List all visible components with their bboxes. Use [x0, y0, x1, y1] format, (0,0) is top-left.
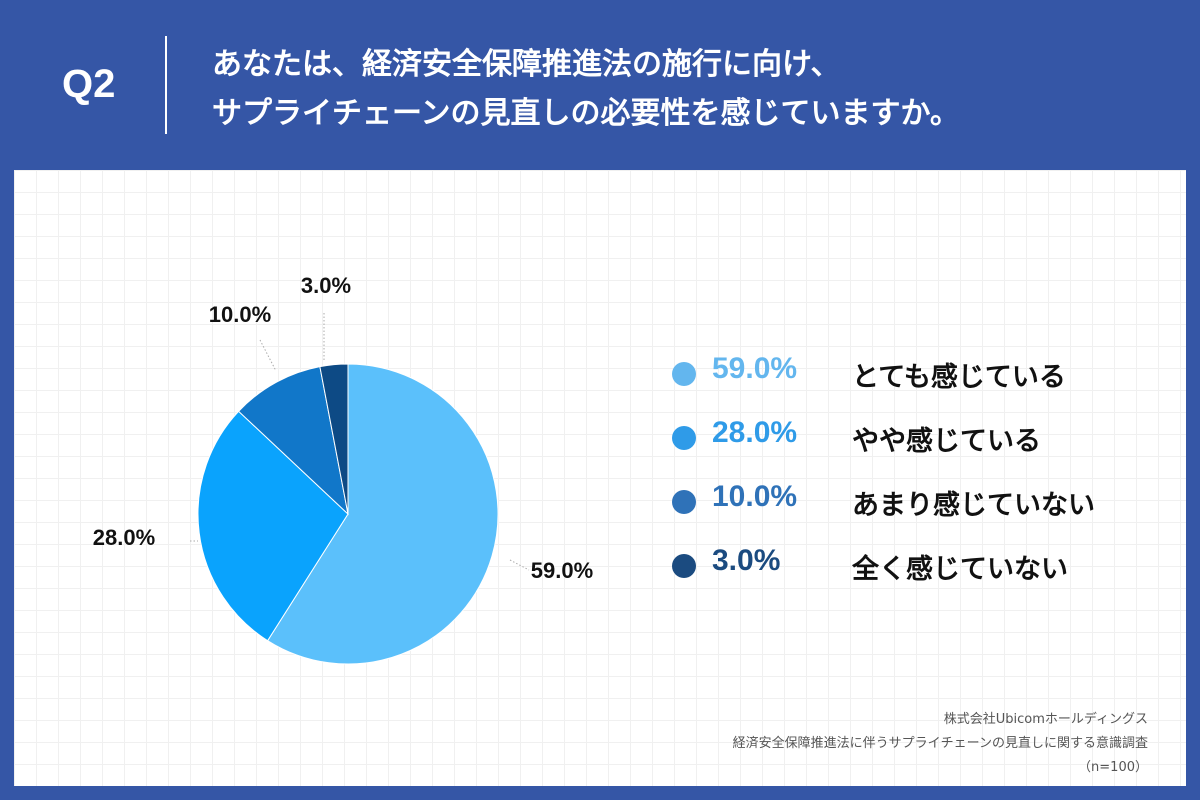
- pie-chart: 59.0% 28.0% 10.0% 3.0%: [93, 273, 593, 665]
- data-label: 3.0%: [301, 273, 351, 298]
- data-label: 28.0%: [93, 525, 155, 550]
- legend-dot-icon: [672, 554, 696, 578]
- legend-item: 28.0% やや感じている: [672, 414, 1152, 478]
- pie-slice: [266, 363, 499, 665]
- question-title-line-1: あなたは、経済安全保障推進法の施行に向け、: [212, 47, 841, 82]
- leader-line: [509, 559, 530, 571]
- legend-item: 3.0% 全く感じていない: [672, 542, 1152, 606]
- source-company: 株式会社Ubicomホールディングス: [943, 712, 1148, 727]
- question-title-line-2: サプライチェーンの見直しの必要性を感じていますか。: [212, 96, 960, 131]
- legend-item: 10.0% あまり感じていない: [672, 478, 1152, 542]
- leader-line: [259, 339, 277, 372]
- legend-value: 28.0%: [712, 416, 798, 449]
- source-sample-size: （n=100）: [1078, 760, 1148, 775]
- legend-value: 59.0%: [712, 352, 798, 385]
- source-survey-name: 経済安全保障推進法に伴うサプライチェーンの見直しに関する意識調査: [732, 736, 1148, 751]
- pie-slice: [319, 363, 349, 515]
- legend-label: やや感じている: [852, 426, 1041, 457]
- question-number: Q2: [62, 62, 116, 106]
- legend-item: 59.0% とても感じている: [672, 350, 1152, 414]
- legend-dot-icon: [672, 426, 696, 450]
- data-label: 59.0%: [531, 558, 593, 583]
- pie-slice: [237, 366, 349, 516]
- legend-value: 10.0%: [712, 480, 798, 513]
- header-divider: [165, 36, 167, 134]
- legend-value: 3.0%: [712, 544, 781, 577]
- legend-label: とても感じている: [852, 362, 1066, 393]
- legend-label: 全く感じていない: [852, 554, 1068, 585]
- legend-dot-icon: [672, 362, 696, 386]
- legend: 59.0% とても感じている 28.0% やや感じている 10.0% あまり感じ…: [672, 350, 1152, 606]
- question-title: あなたは、経済安全保障推進法の施行に向け、 サプライチェーンの見直しの必要性を感…: [212, 40, 960, 138]
- legend-label: あまり感じていない: [852, 490, 1095, 521]
- chart-card: 59.0% 28.0% 10.0% 3.0% 59.0% とても感じている 28.0%…: [14, 170, 1186, 786]
- pie-slice: [197, 410, 349, 642]
- header: Q2 あなたは、経済安全保障推進法の施行に向け、 サプライチェーンの見直しの必要…: [0, 0, 1200, 170]
- data-label: 10.0%: [209, 302, 271, 327]
- source-note: 株式会社Ubicomホールディングス 経済安全保障推進法に伴うサプライチェーンの…: [733, 708, 1148, 780]
- legend-dot-icon: [672, 490, 696, 514]
